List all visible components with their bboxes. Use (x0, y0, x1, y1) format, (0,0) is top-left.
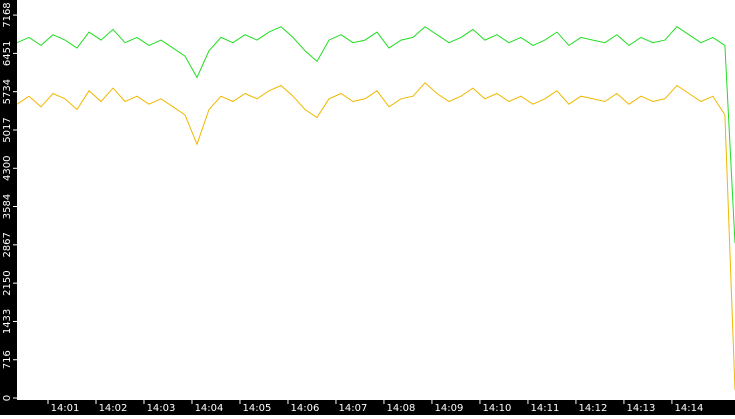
x-tick-label: 14:14 (675, 403, 704, 414)
x-tick-label: 14:01 (51, 403, 80, 414)
y-tick-label: 7168 (2, 2, 13, 27)
x-tick-label: 14:03 (147, 403, 176, 414)
y-tick-label: 6451 (2, 41, 13, 66)
x-tick-label: 14:04 (195, 403, 224, 414)
series-line (16, 82, 735, 391)
y-tick-label: 716 (2, 350, 13, 369)
x-tick-label: 14:10 (483, 403, 512, 414)
series-line (16, 26, 735, 244)
y-tick-label: 2150 (2, 270, 13, 295)
x-tick-label: 14:12 (579, 403, 608, 414)
y-tick-label: 3584 (2, 194, 13, 219)
y-axis-band (0, 0, 17, 415)
y-tick-label: 2867 (2, 232, 13, 257)
y-tick-label: 0 (2, 395, 13, 401)
y-tick-label: 1433 (2, 309, 13, 334)
x-tick-label: 14:13 (627, 403, 656, 414)
x-tick-label: 14:06 (291, 403, 320, 414)
y-tick-label: 4300 (2, 156, 13, 181)
x-tick-label: 14:02 (99, 403, 128, 414)
x-tick-label: 14:07 (339, 403, 368, 414)
x-axis-band (0, 400, 735, 415)
x-tick-label: 14:08 (387, 403, 416, 414)
x-tick-label: 14:11 (531, 403, 560, 414)
x-tick-label: 14:05 (243, 403, 272, 414)
y-tick-label: 5017 (2, 117, 13, 142)
y-tick-label: 5734 (2, 79, 13, 104)
x-tick-label: 14:09 (435, 403, 464, 414)
